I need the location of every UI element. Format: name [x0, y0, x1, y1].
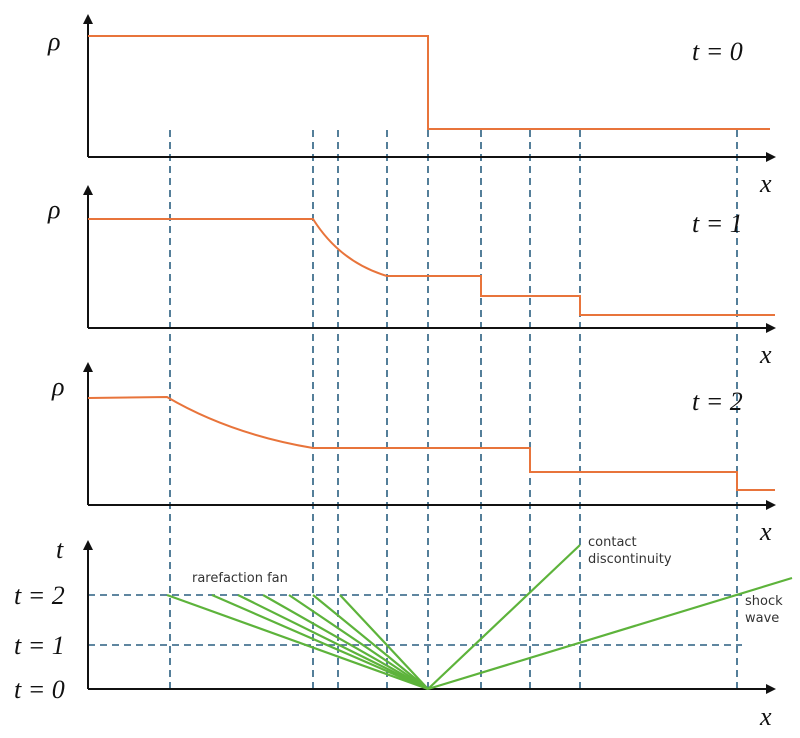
x-label: x	[759, 169, 772, 198]
shock-label: shock	[745, 594, 783, 609]
contact-label: discontinuity	[588, 552, 672, 567]
y-label: ρ	[47, 195, 60, 224]
x-label: x	[759, 702, 772, 731]
characteristics	[166, 544, 793, 691]
panel-t0: ρ x t = 0	[47, 14, 776, 198]
y-label: t	[56, 535, 64, 564]
y-label: ρ	[51, 372, 64, 401]
time-label: t = 0	[692, 37, 743, 66]
guide-lines	[88, 130, 742, 689]
x-label: x	[759, 517, 772, 546]
x-label: x	[759, 340, 772, 369]
shock-label: wave	[745, 611, 779, 626]
time-label: t = 1	[692, 209, 743, 238]
density-curve	[87, 395, 775, 491]
time-label: t = 2	[692, 387, 743, 416]
contact-label: contact	[588, 535, 637, 550]
panel-t1: ρ x t = 1	[47, 185, 776, 369]
time-tick-label: t = 2	[14, 581, 65, 610]
time-tick-label: t = 0	[14, 675, 65, 704]
density-curve	[88, 218, 775, 316]
time-tick-label: t = 1	[14, 631, 65, 660]
density-curve	[88, 35, 770, 130]
rarefaction-label: rarefaction fan	[192, 571, 288, 586]
y-label: ρ	[47, 27, 60, 56]
xt-diagram: t x t = 2 t = 1 t = 0 rarefaction fan co…	[14, 535, 793, 731]
panel-t2: ρ x t = 2	[51, 362, 776, 546]
